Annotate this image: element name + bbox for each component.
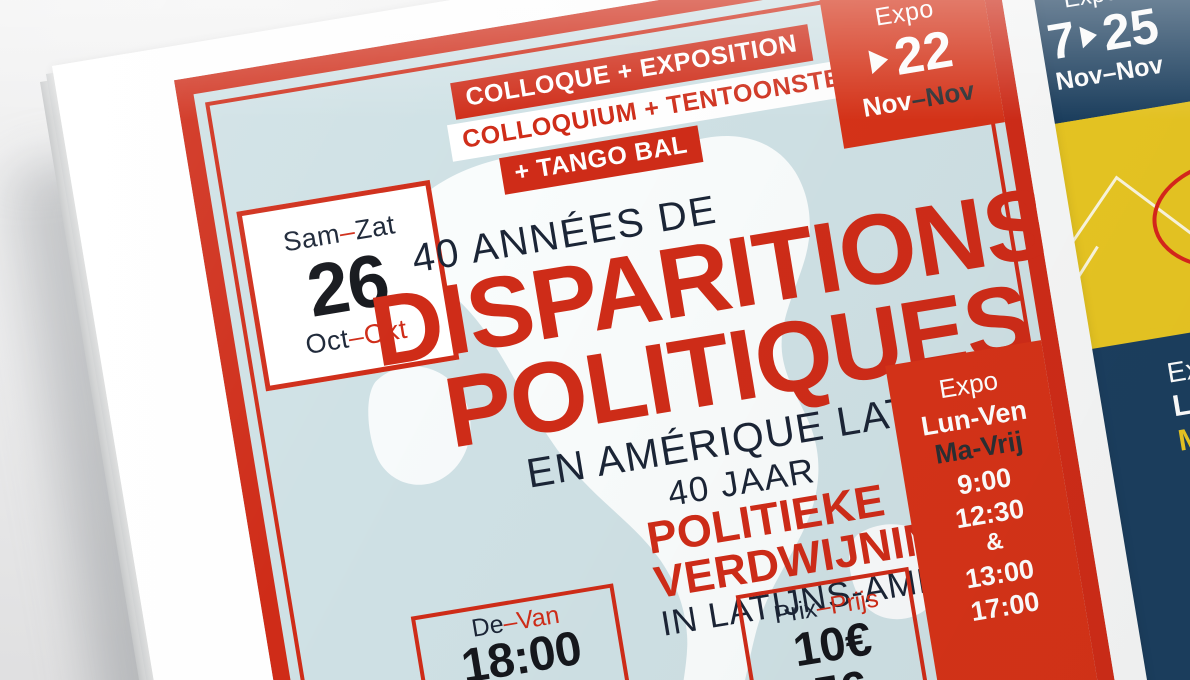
right-expos-month-fr: Nov [1053,61,1105,97]
arrow-right-icon [868,47,891,75]
poster-artwork: Sam–Zat 26 Oct–Okt COLLOQUE + EXPOSITION… [173,0,1117,680]
expo-date-day: 22 [890,20,957,87]
arrow-right-icon [1079,24,1099,49]
date-month-fr: Oct [303,323,352,361]
expo-month-nl: Nov [923,74,977,113]
right-expos-month-nl: Nov [1114,51,1166,87]
expo-date-box: Expo 22 Nov–Nov [818,0,1005,149]
right-expos-from: 7 [1043,11,1081,72]
left-page: Sam–Zat 26 Oct–Okt COLLOQUE + EXPOSITION… [52,0,1148,680]
expo-month-fr: Nov [860,85,914,123]
